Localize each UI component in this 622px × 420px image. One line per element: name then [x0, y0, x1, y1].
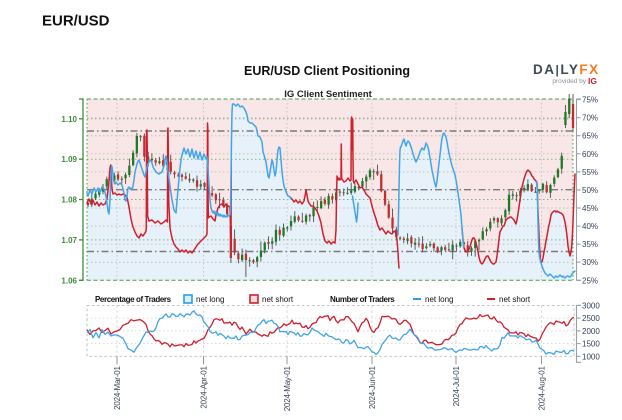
- svg-text:2024-Jul-01: 2024-Jul-01: [452, 366, 461, 407]
- svg-text:2024-Aug-01: 2024-Aug-01: [538, 366, 547, 411]
- svg-text:2024-Mar-01: 2024-Mar-01: [113, 366, 122, 410]
- svg-text:1.06: 1.06: [61, 276, 77, 285]
- svg-text:EUR/USD: EUR/USD: [42, 13, 110, 30]
- svg-text:55%: 55%: [582, 168, 598, 177]
- svg-text:net short: net short: [499, 295, 531, 304]
- svg-text:45%: 45%: [582, 204, 598, 213]
- svg-text:net long: net long: [196, 295, 224, 304]
- svg-text:1500: 1500: [582, 340, 600, 349]
- svg-text:60%: 60%: [582, 150, 598, 159]
- svg-text:IG: IG: [588, 76, 597, 86]
- svg-text:EUR/USD Client Positioning: EUR/USD Client Positioning: [244, 64, 410, 78]
- svg-text:70%: 70%: [582, 114, 598, 123]
- svg-text:25%: 25%: [582, 276, 598, 285]
- svg-text:DA|LYFX: DA|LYFX: [533, 62, 600, 77]
- svg-text:75%: 75%: [582, 96, 598, 105]
- svg-text:net long: net long: [425, 295, 453, 304]
- svg-text:65%: 65%: [582, 132, 598, 141]
- svg-text:2000: 2000: [582, 327, 600, 336]
- svg-text:1.09: 1.09: [61, 155, 77, 164]
- svg-text:IG Client Sentiment: IG Client Sentiment: [284, 89, 372, 100]
- svg-text:1.08: 1.08: [61, 196, 77, 205]
- svg-text:Percentage of Traders: Percentage of Traders: [95, 295, 172, 304]
- svg-text:Number of Traders: Number of Traders: [330, 295, 395, 304]
- svg-text:3000: 3000: [582, 301, 600, 310]
- svg-text:40%: 40%: [582, 222, 598, 231]
- svg-text:50%: 50%: [582, 186, 598, 195]
- svg-text:2024-Apr-01: 2024-Apr-01: [200, 366, 209, 409]
- svg-text:2500: 2500: [582, 314, 600, 323]
- svg-text:1000: 1000: [582, 352, 600, 361]
- svg-text:1.07: 1.07: [61, 236, 77, 245]
- svg-text:net short: net short: [262, 295, 294, 304]
- svg-text:35%: 35%: [582, 240, 598, 249]
- svg-text:1.10: 1.10: [61, 115, 77, 124]
- svg-text:2024-May-01: 2024-May-01: [283, 366, 292, 412]
- svg-text:30%: 30%: [582, 258, 598, 267]
- svg-text:2024-Jun-01: 2024-Jun-01: [368, 366, 377, 409]
- svg-text:provided by: provided by: [552, 78, 586, 85]
